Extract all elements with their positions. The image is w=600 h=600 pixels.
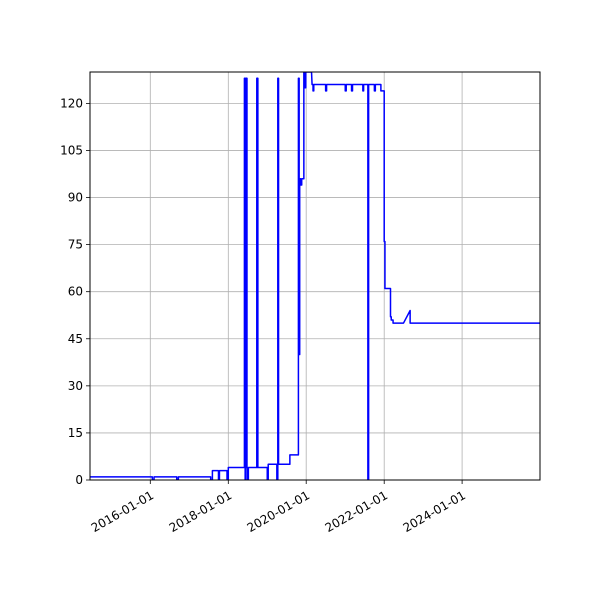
y-tick-label: 105: [60, 143, 83, 157]
y-tick-label: 120: [60, 96, 83, 110]
y-tick-label: 90: [68, 191, 83, 205]
series-line-0: [90, 72, 540, 480]
y-tick-label: 60: [68, 285, 83, 299]
y-tick-label: 45: [68, 332, 83, 346]
y-tick-label: 15: [68, 426, 83, 440]
y-tick-label: 0: [75, 473, 83, 487]
plot-frame: [89, 71, 541, 481]
y-tick-label: 75: [68, 238, 83, 252]
y-tick-label: 30: [68, 379, 83, 393]
series-layer: [90, 72, 540, 480]
grid: [90, 72, 540, 481]
